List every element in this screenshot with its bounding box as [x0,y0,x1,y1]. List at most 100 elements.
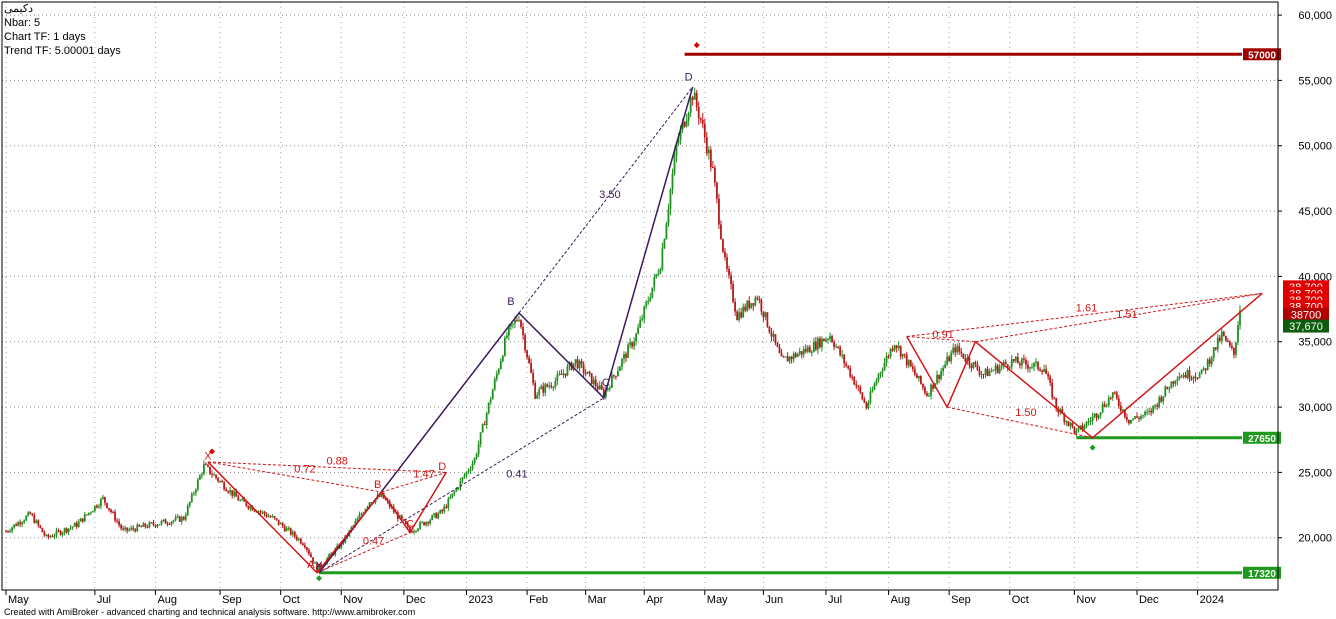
x-tick-label: Aug [891,594,911,606]
candle-up [649,292,652,303]
candle-up [942,365,945,376]
candle-body [893,345,896,351]
candle-down [81,518,84,524]
candle-up [184,512,187,522]
candle-up [1014,355,1017,363]
candle-body [889,348,892,357]
candle-body [249,506,252,509]
candle-down [962,353,965,359]
candle-up [475,452,478,460]
candle-body [928,395,930,397]
candle-body [948,356,951,362]
candle-body [447,498,450,508]
candle-up [667,203,670,227]
ratio-label: 0.88 [327,456,348,468]
candle-body [655,274,658,278]
candle-up [796,352,799,358]
candle-down [1018,361,1021,369]
candle-down [948,354,951,362]
candle-down [631,341,633,349]
candle-body [91,511,94,513]
candle-up [1212,347,1215,362]
candle-body [1235,342,1237,355]
candle-body [304,545,306,548]
price-tag-label: 37,670 [1289,321,1323,333]
candle-up [1158,395,1161,409]
candle-up [645,299,648,310]
candle-body [507,326,510,336]
candle-up [287,525,290,531]
candle-down [831,334,833,343]
candle-body [554,381,557,388]
candle-body [1012,359,1015,362]
candle-body [990,370,993,372]
candle-up [1192,375,1195,384]
candle-body [998,367,1001,373]
x-tick-label: Jul [828,594,842,606]
candle-up [657,268,660,276]
ratio-label: 1.61 [1076,303,1097,315]
candle-body [342,542,345,544]
candle-body [87,512,90,515]
candle-body [661,248,664,270]
candle-body [744,306,747,311]
candle-down [1180,374,1183,378]
candle-body [174,517,177,521]
level-tag-box [1243,431,1281,444]
pivot-label: C [602,377,610,389]
candle-up [156,523,159,529]
candle-down [43,530,46,538]
candle-body [1014,356,1017,362]
ratio-label: 0.91 [932,329,953,341]
candle-body [604,389,607,398]
candle-body [930,384,932,396]
candle-down [1184,371,1187,379]
candle-down [705,131,708,157]
candle-body [1150,410,1153,413]
candle-body [897,345,900,348]
candle-up [1134,415,1136,420]
candle-body [503,337,506,356]
candle-down [968,356,971,369]
candle-body [518,320,520,322]
candle-body [1022,358,1025,360]
candle-body [61,532,64,535]
candle-up [271,514,274,518]
candle-up [188,501,191,508]
candle-body [89,512,92,514]
candle-up [885,352,888,367]
candle-body [802,349,805,355]
y-tick-label: 50,000 [1298,141,1332,153]
candle-down [1067,420,1070,427]
candle-down [752,303,755,311]
candle-up [356,516,359,522]
candle-up [1065,420,1068,426]
candle-up [984,367,987,379]
candle-body [697,106,700,119]
candle-body [685,120,688,127]
candle-down [1160,395,1163,403]
candle-down [924,385,926,396]
candle-up [17,520,20,527]
candle-body [598,385,601,390]
candle-down [576,356,579,370]
candle-body [867,402,870,409]
candle-up [439,509,442,515]
candle-body [1156,404,1159,407]
candle-down [582,361,585,378]
candle-body [913,369,916,375]
grid-lines [2,2,1278,590]
candle-body [1220,331,1223,341]
candle-body [433,513,436,516]
candle-body [1130,419,1132,424]
candle-up [413,528,415,535]
candle-body [299,538,302,544]
candle-body [441,509,444,512]
candle-body [110,509,112,513]
candle-body [560,373,563,375]
candle-up [784,356,787,358]
candle-body [1099,412,1102,416]
candle-up [291,529,294,538]
candle-body [734,301,736,312]
